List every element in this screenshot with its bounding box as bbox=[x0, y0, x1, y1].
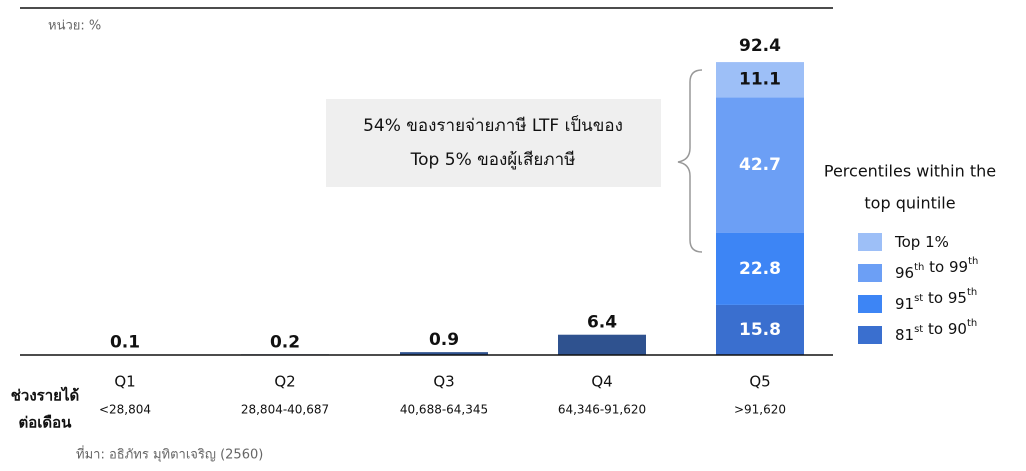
legend-swatch bbox=[858, 264, 882, 282]
x-tick-label: Q1 bbox=[114, 373, 135, 391]
segment-label: 15.8 bbox=[739, 320, 781, 340]
x-tick-label: Q5 bbox=[749, 373, 770, 391]
segment-label: 42.7 bbox=[739, 155, 781, 175]
legend-swatch bbox=[858, 295, 882, 313]
axis-label: ต่อเดือน bbox=[19, 414, 73, 432]
annotation: Top 5% ของผู้เสียภาษี bbox=[410, 150, 576, 170]
legend-title: Percentiles within the bbox=[824, 162, 996, 181]
x-sublabel: 28,804-40,687 bbox=[241, 403, 329, 417]
value-label: 0.2 bbox=[270, 332, 300, 352]
x-sublabel: >91,620 bbox=[734, 403, 786, 417]
bar-segment bbox=[716, 232, 804, 305]
x-tick-label: Q4 bbox=[591, 373, 612, 391]
bar-segment bbox=[716, 97, 804, 233]
x-sublabel: <28,804 bbox=[99, 403, 151, 417]
x-tick-label: Q2 bbox=[274, 373, 295, 391]
legend-label: Top 1% bbox=[894, 233, 949, 251]
x-sublabel: 64,346-91,620 bbox=[558, 403, 646, 417]
x-tick-label: Q3 bbox=[433, 373, 454, 391]
legend-swatch bbox=[858, 233, 882, 251]
value-label: 0.1 bbox=[110, 333, 140, 353]
value-label: 0.9 bbox=[429, 330, 459, 350]
axis-label: ช่วงรายได้ bbox=[11, 386, 79, 405]
annotation: 54% ของรายจ่ายภาษี LTF เป็นของ bbox=[363, 114, 623, 136]
segment-label: 22.8 bbox=[739, 259, 781, 279]
unit-label: หน่วย: % bbox=[48, 19, 101, 34]
segment-label: 11.1 bbox=[739, 70, 781, 90]
annotation-box bbox=[326, 99, 661, 187]
source: ที่มา: อธิภัทร มุทิตาเจริญ (2560) bbox=[76, 446, 263, 463]
bar-segment bbox=[716, 62, 804, 98]
x-sublabel: 40,688-64,345 bbox=[400, 403, 488, 417]
bar-segment bbox=[716, 304, 804, 355]
bar bbox=[400, 352, 488, 355]
brace bbox=[677, 69, 703, 253]
legend-swatch bbox=[858, 326, 882, 344]
legend-label: 96th to 99th bbox=[895, 256, 978, 282]
legend-label: 81st to 90th bbox=[895, 318, 977, 344]
value-label: 6.4 bbox=[587, 313, 617, 333]
legend-label: 91st to 95th bbox=[895, 287, 977, 313]
bar bbox=[558, 334, 646, 355]
total-label: 92.4 bbox=[739, 36, 781, 56]
legend-title: top quintile bbox=[864, 194, 955, 213]
